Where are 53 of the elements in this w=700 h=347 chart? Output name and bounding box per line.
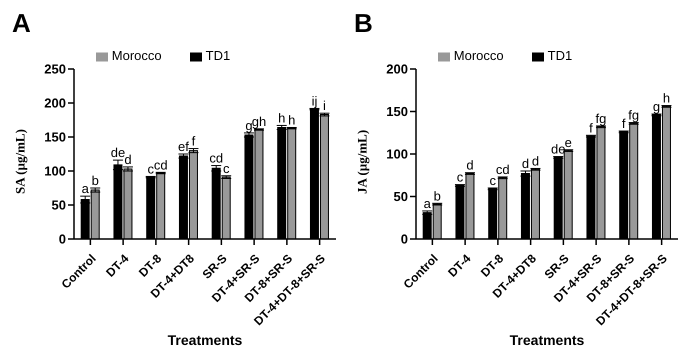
data-label: b <box>92 173 99 188</box>
y-tick-label: 200 <box>44 96 66 111</box>
y-tick-label: 100 <box>386 146 408 162</box>
y-axis-title: SA (µg/mL) <box>12 129 28 194</box>
data-label: cd <box>154 157 168 172</box>
y-tick-label: 150 <box>386 104 408 120</box>
data-label: c <box>456 170 464 185</box>
data-label: d <box>124 152 132 167</box>
y-axis-title: JA (µg/mL) <box>354 130 370 194</box>
y-tick-label: 0 <box>58 232 66 247</box>
y-tick-label: 50 <box>52 198 66 213</box>
data-label: gh <box>252 114 266 129</box>
x-axis-title: Treatments <box>168 332 243 347</box>
data-label: i <box>323 98 326 114</box>
data-label: c <box>489 173 496 188</box>
data-label: h <box>288 112 296 128</box>
data-label: c <box>147 161 154 176</box>
data-label: e <box>564 134 572 150</box>
data-label: ef <box>178 139 190 154</box>
chart-title: A <box>12 8 31 39</box>
data-label: a <box>424 196 432 211</box>
data-label: c <box>222 160 230 176</box>
legend-label: Morocco <box>112 48 162 63</box>
legend-label: Morocco <box>454 48 504 63</box>
data-label: f <box>192 134 196 149</box>
y-tick-label: 50 <box>394 189 408 204</box>
data-label: f <box>622 116 626 132</box>
data-label: fg <box>596 110 606 126</box>
data-label: h <box>278 110 286 126</box>
data-label: a <box>82 181 90 196</box>
y-tick-label: 200 <box>386 62 408 77</box>
data-label: ij <box>312 93 318 108</box>
chart-title: B <box>354 8 373 39</box>
data-label: b <box>434 188 441 204</box>
data-label: g <box>245 118 253 133</box>
y-tick-label: 150 <box>44 130 66 145</box>
data-label: g <box>652 99 660 114</box>
data-label: cd <box>496 162 510 177</box>
y-tick-label: 0 <box>400 232 408 247</box>
data-label: de <box>550 142 566 157</box>
data-label: h <box>662 90 670 106</box>
legend-label: TD1 <box>206 48 230 63</box>
x-axis-title: Treatments <box>510 332 585 347</box>
data-label: d <box>532 153 540 168</box>
y-tick-label: 100 <box>44 164 66 179</box>
data-label: d <box>522 156 530 171</box>
data-label: cd <box>209 150 224 166</box>
y-tick-label: 250 <box>44 62 66 77</box>
data-label: f <box>589 120 594 136</box>
data-label: d <box>466 158 474 173</box>
data-label: fg <box>628 108 640 123</box>
data-label: de <box>110 145 126 160</box>
legend-label: TD1 <box>548 48 572 63</box>
